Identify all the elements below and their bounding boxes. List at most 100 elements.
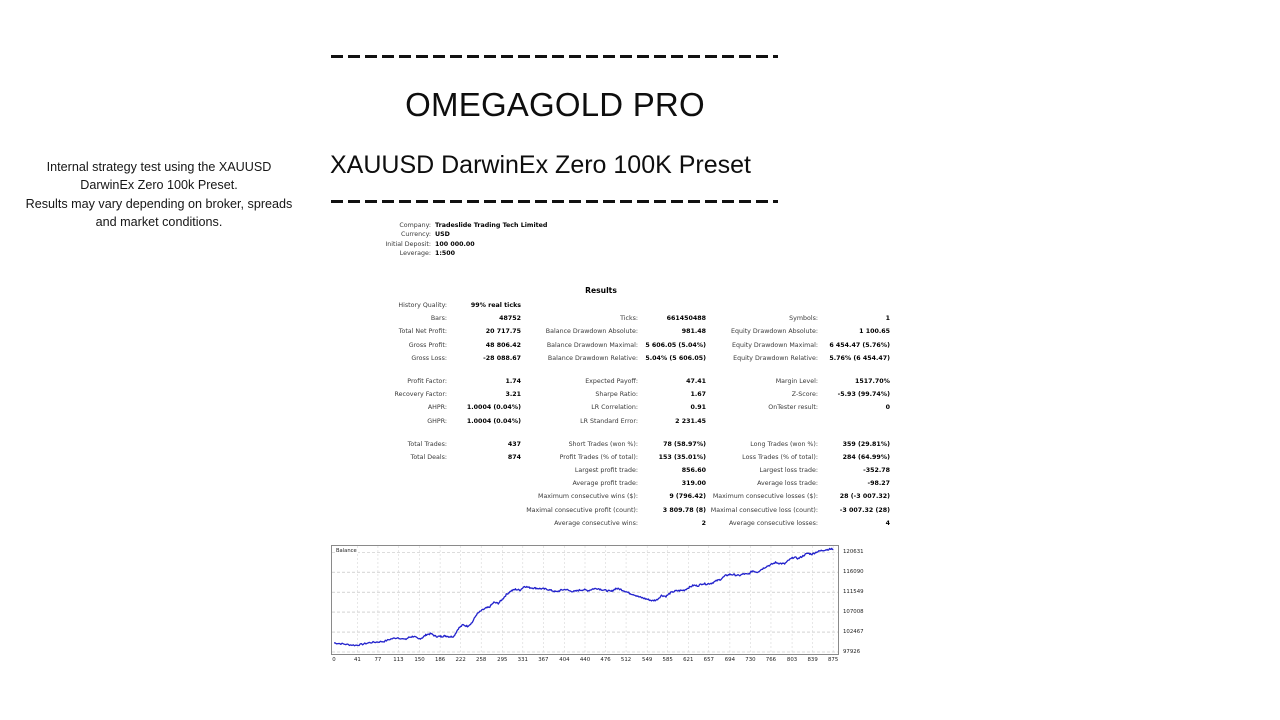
- results-cell: Largest profit trade: 856.60: [521, 466, 706, 475]
- chart-x-tick-label: 295: [497, 657, 508, 663]
- results-cell-label: AHPR:: [427, 404, 447, 412]
- account-info-value: USD: [435, 231, 450, 239]
- results-cell: Gross Profit: 48 806.42: [331, 341, 521, 350]
- results-cell-value: 47.41: [686, 377, 706, 385]
- chart-y-tick-label: 107008: [843, 609, 864, 616]
- results-row: Largest profit trade: 856.60 Largest loss …: [331, 466, 890, 479]
- results-cell-value: -352.78: [863, 467, 890, 475]
- results-cell-value: 437: [507, 440, 521, 448]
- results-cell-value: 99% real ticks: [470, 302, 521, 309]
- results-cell-value: 856.60: [681, 467, 706, 475]
- results-cell: Profit Trades (% of total): 153 (35.01%): [521, 453, 706, 462]
- account-info-row: Initial Deposit: 100 000.00: [331, 240, 591, 249]
- results-cell-value: 153 (35.01%): [658, 453, 706, 461]
- chart-x-tick-label: 440: [579, 657, 591, 663]
- results-cell-value: 4: [885, 519, 890, 527]
- title-block: OMEGAGOLD PRO XAUUSD DarwinEx Zero 100K …: [330, 55, 780, 203]
- disclaimer-line-4: and market conditions.: [95, 214, 223, 229]
- results-cell-label: GHPR:: [427, 417, 447, 425]
- results-cell-value: 874: [507, 453, 521, 461]
- results-cell-value: 1: [885, 315, 890, 323]
- results-cell-label: History Quality:: [398, 302, 447, 309]
- results-cell: Average loss trade: -98.27: [706, 479, 890, 488]
- results-cell-label: Total Trades:: [407, 440, 447, 448]
- results-row: Maximal consecutive profit (count): 3 809…: [331, 506, 890, 519]
- account-info-table: Company: Tradeslide Trading Tech Limited C…: [331, 221, 591, 259]
- results-cell: Average consecutive losses: 4: [706, 519, 890, 528]
- results-cell-label: Average consecutive losses:: [728, 519, 818, 527]
- grid-spacer-2: [331, 430, 890, 440]
- results-row: Gross Profit: 48 806.42 Balance Drawdown M…: [331, 341, 890, 354]
- results-cell-label: Equity Drawdown Maximal:: [732, 341, 818, 349]
- results-cell-value: 1.0004 (0.04%): [466, 417, 521, 425]
- results-cell-label: Margin Level:: [775, 377, 818, 385]
- account-info-label: Initial Deposit:: [385, 240, 431, 248]
- results-cell-value: 2 231.45: [675, 417, 706, 425]
- results-cell-label: Gross Loss:: [411, 354, 447, 362]
- results-cell-value: 359 (29.81%): [842, 440, 890, 448]
- results-cell-label: Balance Drawdown Maximal:: [546, 341, 638, 349]
- grid-spacer-1: [331, 367, 890, 377]
- results-cell-value: 319.00: [681, 480, 706, 488]
- chart-x-tick-label: 150: [414, 657, 425, 663]
- page-title: OMEGAGOLD PRO: [405, 86, 705, 123]
- results-cell-label: Equity Drawdown Absolute:: [731, 328, 818, 336]
- results-cell-value: 0: [885, 404, 890, 412]
- results-cell-label: OnTester result:: [768, 404, 818, 412]
- results-cell: Total Trades: 437: [331, 440, 521, 449]
- chart-x-tick-label: 331: [517, 657, 528, 663]
- results-cell-label: Maximal consecutive profit (count):: [526, 506, 638, 514]
- results-cell-label: Short Trades (won %):: [568, 440, 638, 448]
- results-grid: History Quality: 99% real ticks Bars: 48752…: [331, 301, 890, 532]
- results-cell: Equity Drawdown Absolute: 1 100.65: [706, 327, 890, 336]
- chart-y-tick-label: 111549: [843, 589, 864, 596]
- results-cell: OnTester result: 0: [706, 403, 890, 412]
- strategy-report: Company: Tradeslide Trading Tech Limited C…: [331, 219, 890, 535]
- chart-x-tick-label: 803: [786, 657, 798, 663]
- results-cell: Gross Loss: -28 088.67: [331, 354, 521, 363]
- results-cell-value: 9 (796.42): [669, 493, 706, 501]
- results-cell-label: Gross Profit:: [408, 341, 447, 349]
- results-cell: Equity Drawdown Maximal: 6 454.47 (5.76%): [706, 341, 890, 350]
- results-cell-label: Total Net Profit:: [398, 328, 447, 336]
- chart-x-tick-label: 404: [559, 657, 570, 663]
- chart-x-tick-label: 77: [374, 657, 382, 663]
- chart-legend-label: Balance: [335, 548, 358, 554]
- results-cell-value: 1.74: [505, 377, 521, 385]
- results-cell-label: Ticks:: [620, 315, 638, 323]
- chart-x-tick-label: 258: [476, 657, 487, 663]
- results-cell: Long Trades (won %): 359 (29.81%): [706, 440, 890, 449]
- results-cell: History Quality: 99% real ticks: [331, 301, 521, 310]
- results-cell: Recovery Factor: 3.21: [331, 390, 521, 399]
- results-cell-label: Average loss trade:: [757, 480, 818, 488]
- chart-x-tick-label: 875: [827, 657, 839, 663]
- account-info-label: Leverage:: [399, 250, 431, 258]
- results-cell-value: 661450488: [666, 315, 706, 323]
- results-row: Total Deals: 874 Profit Trades (% of total…: [331, 453, 890, 466]
- results-cell-label: Balance Drawdown Relative:: [547, 354, 638, 362]
- results-row: Total Net Profit: 20 717.75 Balance Drawdo…: [331, 327, 890, 340]
- results-cell: Ticks: 661450488: [521, 314, 706, 323]
- results-cell-label: Equity Drawdown Relative:: [733, 354, 818, 362]
- results-cell-value: -98.27: [867, 480, 890, 488]
- results-cell: Short Trades (won %): 78 (58.97%): [521, 440, 706, 449]
- results-cell-label: Symbols:: [789, 315, 818, 323]
- results-cell: Maximum consecutive wins ($): 9 (796.42): [521, 492, 706, 501]
- chart-x-tick-label: 186: [434, 657, 446, 663]
- disclaimer-line-1: Internal strategy test using the XAUUSD: [46, 160, 272, 174]
- results-cell-value: 6 454.47 (5.76%): [829, 341, 890, 349]
- results-cell: LR Correlation: 0.91: [521, 403, 706, 412]
- results-cell-label: Loss Trades (% of total):: [742, 453, 818, 461]
- results-cell-label: Long Trades (won %):: [750, 440, 818, 448]
- chart-x-tick-label: 621: [683, 657, 694, 663]
- account-info-value: Tradeslide Trading Tech Limited: [435, 222, 548, 229]
- results-cell-value: -5.93 (99.74%): [837, 391, 890, 399]
- results-row: AHPR: 1.0004 (0.04%) LR Correlation: 0.91 On…: [331, 403, 890, 416]
- account-info-label: Currency:: [400, 231, 431, 239]
- results-cell: Total Deals: 874: [331, 453, 521, 462]
- results-cell-value: 3.21: [505, 391, 521, 399]
- results-cell-value: 2: [701, 519, 706, 527]
- results-cell: AHPR: 1.0004 (0.04%): [331, 403, 521, 412]
- results-cell: Maximum consecutive losses ($): 28 (-3 00…: [706, 492, 890, 501]
- results-cell-value: 5.04% (5 606.05): [645, 354, 706, 362]
